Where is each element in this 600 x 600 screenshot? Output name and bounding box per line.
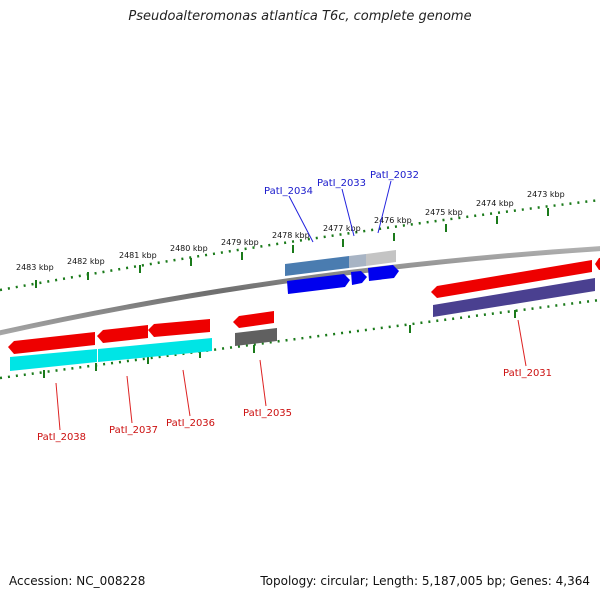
gene-label-top[interactable]: PatI_2032 (370, 170, 419, 181)
gene-label-top[interactable]: PatI_2034 (264, 186, 313, 197)
gene-arrow (148, 319, 210, 337)
kbp-label: 2473 kbp (527, 190, 565, 199)
darkgray-feature (235, 328, 277, 346)
gene-arrow (287, 274, 350, 294)
gene-label-top[interactable]: PatI_2033 (317, 178, 366, 189)
kbp-label: 2476 kbp (374, 216, 412, 225)
kbp-label: 2478 kbp (272, 231, 310, 240)
gene-label-bottom[interactable]: PatI_2038 (37, 432, 86, 443)
kbp-label: 2474 kbp (476, 199, 514, 208)
gene-arrow (351, 271, 367, 285)
purple-feature (433, 278, 595, 317)
bottom-label-connectors (55, 319, 527, 431)
gene-label-bottom[interactable]: PatI_2036 (166, 418, 215, 429)
top-major-ticks (35, 208, 549, 288)
gene-arrow (97, 325, 148, 343)
accession-text: Accession: NC_008228 (9, 574, 146, 588)
reverse-gene-track-right[interactable] (431, 257, 600, 298)
gene-label-bottom[interactable]: PatI_2035 (243, 408, 292, 419)
gene-label-bottom[interactable]: PatI_2031 (503, 368, 552, 379)
kbp-label: 2480 kbp (170, 244, 208, 253)
top-scale-dots (0, 198, 600, 292)
genome-backbone (0, 246, 600, 336)
reverse-gene-track-left[interactable] (8, 311, 274, 354)
kbp-label: 2483 kbp (16, 263, 54, 272)
genome-summary-text: Topology: circular; Length: 5,187,005 bp… (260, 574, 590, 588)
kbp-label: 2479 kbp (221, 238, 259, 247)
kbp-label: 2482 kbp (67, 257, 105, 266)
gene-arrow (368, 265, 399, 281)
gene-arrow (8, 332, 95, 354)
gene-arrow (233, 311, 274, 328)
map-title: Pseudoalteromonas atlantica T6c, complet… (128, 9, 472, 24)
forward-gene-track[interactable] (287, 265, 399, 294)
top-label-connectors (288, 180, 392, 243)
cyan-feature-track (10, 338, 212, 371)
gene-arrow (595, 257, 600, 270)
kbp-label: 2475 kbp (425, 208, 463, 217)
gene-label-bottom[interactable]: PatI_2037 (109, 425, 158, 436)
top-feature-track (285, 250, 396, 276)
gene-arrow (431, 260, 592, 298)
kbp-label: 2477 kbp (323, 224, 361, 233)
kbp-label: 2481 kbp (119, 251, 157, 260)
